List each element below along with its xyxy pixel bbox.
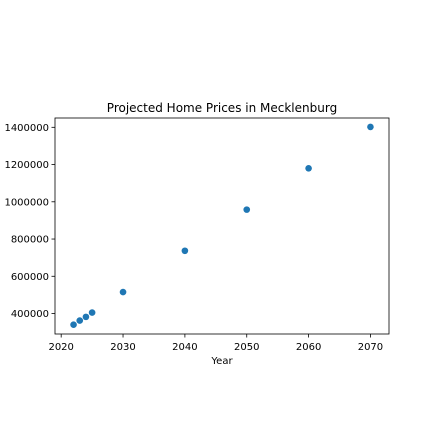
data-point [76,317,84,324]
y-tick-label: 800000 [11,235,49,246]
x-tick-label: 2070 [358,342,383,353]
data-point [367,123,374,131]
data-point [243,206,251,213]
data-point [119,288,127,296]
chart-title: Projected Home Prices in Mecklenburg [107,101,337,115]
y-tick-label: 600000 [11,272,49,283]
y-tick-label: 1000000 [4,197,49,208]
data-point [70,321,77,328]
x-tick-label: 2020 [48,342,73,353]
data-point [82,313,90,321]
data-point [88,309,96,316]
x-tick-label: 2030 [110,342,135,353]
x-axis-label: Year [210,356,233,367]
x-tick-label: 2060 [296,342,321,353]
data-point [305,164,312,172]
data-point [181,247,189,255]
x-axis: 2020 2030 2040 2050 2060 2070 [48,334,383,353]
y-tick-label: 1400000 [4,123,49,134]
plot-area [54,117,390,335]
y-tick-label: 400000 [11,309,49,320]
x-tick-label: 2040 [172,342,197,353]
data-series [70,123,374,328]
y-axis: 400000 600000 800000 1000000 1200000 1400000 [4,123,55,320]
x-tick-label: 2050 [234,342,259,353]
y-tick-label: 1200000 [4,160,49,171]
